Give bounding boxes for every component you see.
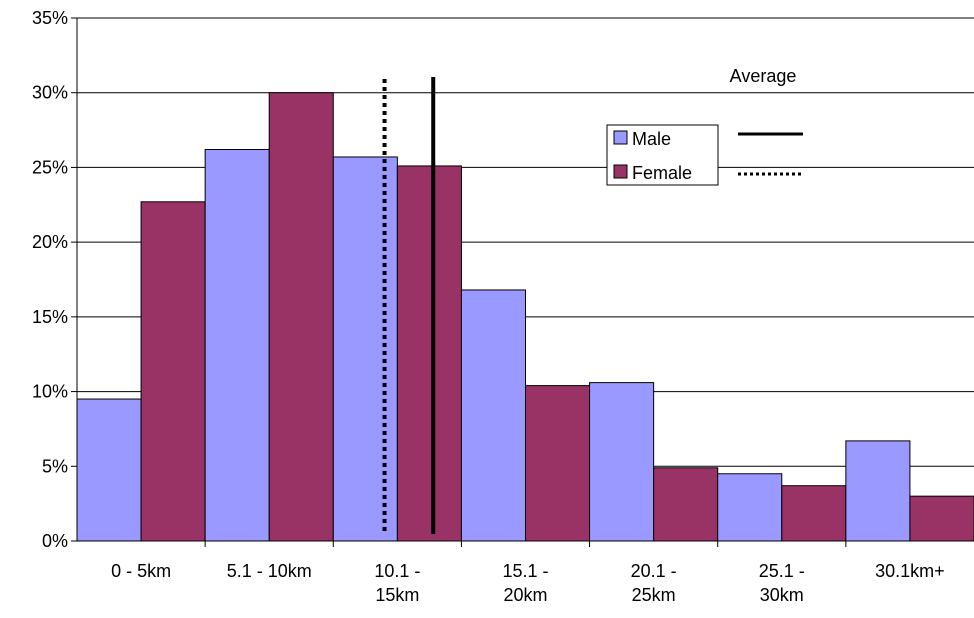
y-tick-label: 15%: [32, 307, 68, 327]
y-tick-label: 20%: [32, 232, 68, 252]
bar-female: [140, 201, 206, 542]
bar-female: [396, 165, 462, 542]
y-tick-labels: 0% 5% 10% 15% 20% 25% 30% 35%: [32, 8, 68, 551]
x-tick-label: 20.1 -25km: [631, 561, 677, 605]
x-tick-label: 15.1 -20km: [502, 561, 548, 605]
legend-label-female: Female: [632, 163, 692, 183]
y-tick-label: 0%: [42, 531, 68, 551]
bar-male: [460, 289, 526, 542]
bar-male: [845, 440, 911, 542]
x-tick-label: 30.1km+: [875, 561, 945, 581]
y-tick-label: 10%: [32, 382, 68, 402]
bar-female: [781, 485, 847, 542]
legend-label-male: Male: [632, 129, 671, 149]
average-lines: [382, 77, 436, 534]
bar-female: [909, 495, 974, 542]
y-tick-label: 5%: [42, 456, 68, 476]
bar-female: [525, 385, 591, 542]
legend-swatch-male: [613, 130, 628, 145]
legend: Male Female: [606, 124, 803, 186]
bar-male: [76, 398, 142, 542]
bars: [76, 92, 974, 542]
x-tick-label: 0 - 5km: [111, 561, 171, 581]
bar-male: [332, 156, 398, 542]
x-tick-label: 25.1 -30km: [759, 561, 805, 605]
bar-female: [653, 467, 719, 542]
bar-female: [268, 92, 334, 542]
x-tick-label: 10.1 -15km: [374, 561, 420, 605]
bar-male: [717, 473, 783, 542]
bar-male: [589, 382, 655, 542]
y-tick-label: 35%: [32, 8, 68, 28]
x-tick-labels: 0 - 5km 5.1 - 10km 10.1 -15km 15.1 -20km 20.…: [111, 541, 945, 605]
y-tick-label: 25%: [32, 157, 68, 177]
average-title: Average: [730, 66, 797, 86]
bar-male: [204, 148, 270, 542]
x-tick-label: 5.1 - 10km: [227, 561, 312, 581]
y-tick-label: 30%: [32, 83, 68, 103]
legend-swatch-female: [613, 164, 628, 179]
axes: [76, 18, 974, 542]
